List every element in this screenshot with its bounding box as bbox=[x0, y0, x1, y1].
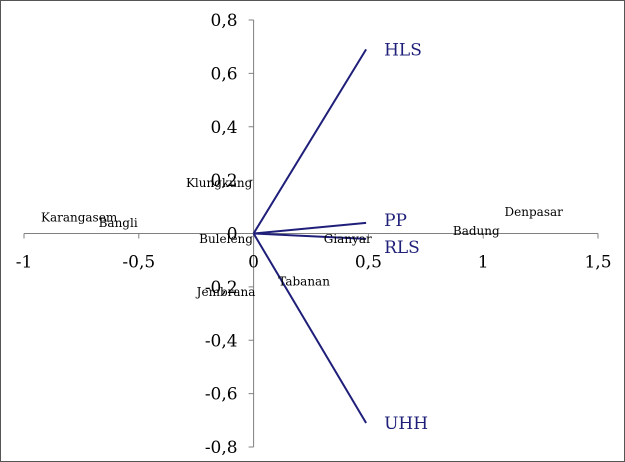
vector-pp bbox=[253, 221, 367, 235]
x-tick-label: 1 bbox=[478, 253, 489, 273]
y-tick-label: -0,4 bbox=[205, 331, 238, 351]
observation-label: Karangasem bbox=[41, 210, 118, 224]
x-tick-label: -1 bbox=[16, 253, 33, 273]
y-tick-label: -0,6 bbox=[205, 385, 238, 405]
observation-label: Badung bbox=[453, 224, 500, 238]
vector-label-hls: HLS bbox=[384, 40, 422, 60]
y-tick-label: -0,2 bbox=[205, 278, 238, 298]
vector-uhh bbox=[252, 232, 367, 424]
vector-label-pp: PP bbox=[384, 211, 407, 231]
observation-label: Denpasar bbox=[505, 205, 564, 219]
x-tick-label: 0,5 bbox=[355, 253, 382, 273]
observation-label: Klungkung bbox=[186, 176, 253, 190]
x-tick-label: -0,5 bbox=[122, 253, 155, 273]
y-tick-label: 0 bbox=[227, 225, 238, 245]
observation-label: Bangli bbox=[99, 216, 138, 230]
y-tick-label: 0,4 bbox=[211, 118, 238, 138]
y-tick-label: 0,8 bbox=[211, 11, 238, 31]
y-tick-label: -0,8 bbox=[205, 438, 238, 458]
axes bbox=[23, 19, 599, 448]
vector-hls bbox=[252, 48, 367, 235]
observation-label: Gianyar bbox=[324, 232, 372, 246]
y-tick-label: 0,6 bbox=[211, 64, 238, 84]
tick-labels: -1 -0,5 0 0,5 1 1,5 0,8 0,6 0,4 0,2 0 -0,2 -0,4 -0,6 -… bbox=[16, 11, 612, 458]
x-tick-label: 1,5 bbox=[584, 253, 611, 273]
variable-vectors: HLS PP RLS UHH bbox=[252, 40, 428, 434]
vector-rls bbox=[253, 232, 367, 240]
vector-label-uhh: UHH bbox=[384, 414, 428, 434]
vector-label-rls: RLS bbox=[384, 238, 420, 258]
y-tick-label: 0,2 bbox=[211, 171, 238, 191]
observation-label: Jembrana bbox=[195, 285, 256, 299]
x-tick-label: 0 bbox=[248, 253, 259, 273]
observation-label: Tabanan bbox=[278, 275, 330, 289]
observation-labels: Denpasar Badung Gianyar Tabanan Klungkung Kar… bbox=[41, 176, 563, 299]
observation-label: Buleleng bbox=[199, 232, 253, 246]
